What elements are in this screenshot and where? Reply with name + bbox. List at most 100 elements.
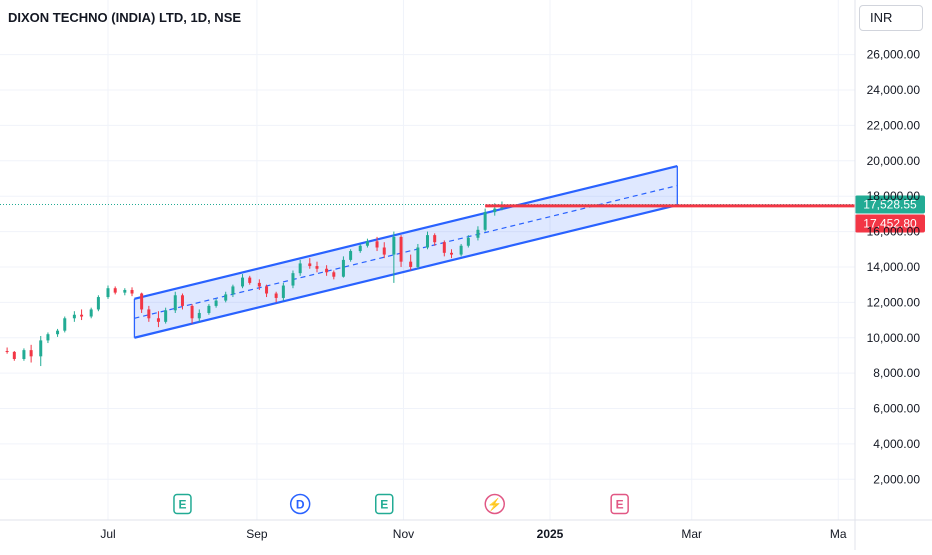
candle-body: [375, 241, 379, 248]
candle-body: [140, 293, 144, 310]
candle-body: [39, 340, 43, 357]
y-tick-label: 22,000.00: [867, 118, 921, 132]
y-tick-label: 8,000.00: [873, 366, 920, 380]
candle-body: [113, 288, 117, 293]
candle-body: [180, 295, 184, 306]
level-label-bg: [855, 214, 925, 233]
parallel-channel[interactable]: [133, 165, 678, 339]
event-marker-earnings[interactable]: E: [173, 493, 192, 515]
candle-body: [332, 272, 336, 277]
candle-body: [156, 318, 160, 322]
candle-body: [190, 305, 194, 319]
event-marker-dividend[interactable]: D: [289, 493, 311, 515]
event-marker-shape: [375, 493, 394, 515]
candle-body: [89, 309, 93, 317]
candle-body: [106, 288, 110, 298]
last-price-label-bg: [855, 195, 925, 214]
candle-body: [308, 263, 312, 267]
candle-body: [358, 245, 362, 252]
events[interactable]: E D E ⚡ E: [173, 493, 629, 515]
candle-body: [12, 351, 16, 359]
candle-body: [231, 286, 235, 295]
candle-body: [29, 350, 33, 357]
candle-body: [442, 242, 446, 253]
x-tick-label: Jul: [100, 527, 115, 541]
candle-body: [476, 229, 480, 238]
candle-body: [173, 295, 177, 311]
event-marker-letter: E: [380, 498, 388, 512]
candle-body: [207, 305, 211, 313]
candle-body: [349, 251, 353, 260]
y-tick-label: 16,000.00: [867, 225, 921, 239]
candle-body: [123, 289, 127, 293]
y-tick-label: 12,000.00: [867, 295, 921, 309]
candle-body: [72, 314, 76, 319]
candle-body: [399, 236, 403, 262]
candle-body: [493, 208, 497, 213]
candle-body: [425, 235, 429, 248]
candle-body: [483, 212, 487, 230]
candle-body: [241, 277, 245, 287]
y-tick-label: 4,000.00: [873, 437, 920, 451]
y-tick-label: 18,000.00: [867, 189, 921, 203]
last-price-label: 17,528.55: [863, 198, 917, 212]
channel-lower-line[interactable]: [134, 203, 678, 339]
candle-body: [56, 330, 60, 335]
candle-body: [274, 293, 278, 298]
event-marker-letter: D: [296, 498, 305, 512]
x-tick-label: Mar: [681, 527, 702, 541]
candle-body: [291, 273, 295, 286]
candle-body: [214, 300, 218, 306]
event-marker-earnings[interactable]: E: [610, 493, 629, 515]
event-marker-shape: [484, 493, 505, 515]
candle-body: [382, 247, 386, 255]
price-levels[interactable]: 17,528.55 17,452.80: [0, 195, 925, 233]
event-marker-letter: ⚡: [487, 498, 502, 512]
event-marker-shape: [173, 493, 192, 515]
candle-body: [80, 314, 84, 317]
candle-body: [392, 236, 396, 255]
candles: [5, 201, 504, 367]
x-tick-label: 2025: [537, 527, 564, 541]
currency-button[interactable]: INR: [859, 5, 923, 31]
candle-body: [281, 285, 285, 298]
x-tick-label: Nov: [393, 527, 414, 541]
y-tick-label: 10,000.00: [867, 331, 921, 345]
candle-body: [298, 263, 302, 274]
candle-body: [96, 297, 100, 310]
event-marker-letter: E: [178, 498, 186, 512]
x-tick-label: Ma: [830, 527, 847, 541]
candle-body: [63, 318, 67, 331]
y-tick-label: 24,000.00: [867, 83, 921, 97]
y-tick-label: 2,000.00: [873, 472, 920, 486]
candle-body: [5, 351, 9, 353]
event-marker-shape: [289, 493, 311, 515]
candle-body: [315, 266, 319, 269]
candle-body: [365, 241, 369, 246]
event-marker-shape: [610, 493, 629, 515]
candle-body: [22, 350, 26, 359]
candle-body: [341, 259, 345, 277]
candle-body: [248, 277, 252, 283]
y-tick-label: 6,000.00: [873, 402, 920, 416]
level-label: 17,452.80: [863, 217, 917, 231]
candle-body: [164, 310, 168, 322]
candle-body: [450, 252, 454, 255]
candle-body: [409, 261, 413, 267]
channel-upper-line[interactable]: [134, 165, 678, 300]
candle-body: [257, 282, 261, 287]
event-marker-split[interactable]: ⚡: [484, 493, 505, 515]
event-marker-earnings[interactable]: E: [375, 493, 394, 515]
y-tick-label: 14,000.00: [867, 260, 921, 274]
y-tick-label: 26,000.00: [867, 48, 921, 62]
candle-body: [433, 235, 437, 243]
event-marker-letter: E: [616, 498, 624, 512]
candle-body: [197, 312, 201, 319]
candle-body: [46, 334, 50, 341]
x-tick-label: Sep: [246, 527, 268, 541]
candle-body: [325, 268, 329, 273]
candle-body: [265, 286, 269, 294]
chart-title: DIXON TECHNO (INDIA) LTD, 1D, NSE: [8, 10, 242, 25]
